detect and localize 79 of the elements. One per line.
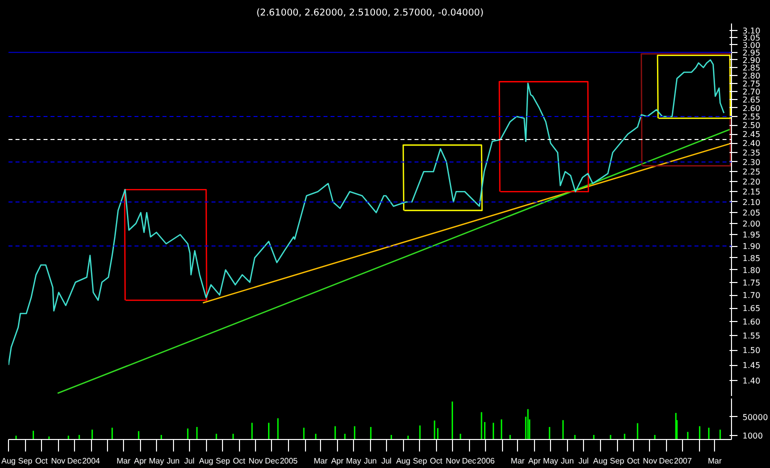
y-tick-label: 3.05 — [742, 34, 760, 43]
x-tick-label: Oct — [430, 456, 444, 466]
x-tick-label: Aug — [396, 456, 410, 466]
y-tick-label: 1.65 — [742, 304, 760, 314]
x-tick-label: Dec — [264, 456, 280, 466]
x-tick-label: Sep — [610, 456, 625, 466]
x-tick-label: Jun — [364, 456, 377, 466]
y-tick-label: 1.90 — [742, 242, 760, 252]
y-tick-label: 2.30 — [742, 158, 760, 167]
x-tick-label: Jul — [578, 456, 589, 466]
y-tick-label: 2.00 — [742, 219, 760, 228]
y-tick-label: 1.40 — [742, 376, 760, 386]
x-tick-label: Mar — [708, 456, 722, 466]
x-tick-label: Oct — [35, 456, 48, 466]
x-tick-label: Mar — [510, 456, 525, 466]
x-tick-label: Apr — [134, 456, 147, 466]
y-tick-label: 2.90 — [742, 56, 760, 65]
x-tick-label: Oct — [232, 456, 246, 466]
x-tick-label: 2007 — [674, 456, 692, 466]
x-tick-label: Aug — [199, 456, 214, 466]
y-tick-label: 1.75 — [742, 278, 760, 288]
x-tick-label: Apr — [331, 456, 344, 466]
y-tick-label: 2.20 — [742, 178, 760, 187]
line-series — [8, 59, 725, 366]
y-tick-label: 2.15 — [742, 188, 760, 197]
y-tick-label: 1.50 — [742, 346, 760, 356]
x-tick-label: Nov — [446, 456, 460, 466]
y-tick-label: 2.40 — [742, 139, 760, 148]
x-tick-label: 2004 — [82, 456, 101, 466]
text: 1000 — [742, 431, 763, 440]
y-tick-label: 1.95 — [742, 230, 760, 240]
y-tick-label: 2.60 — [742, 104, 760, 113]
x-tick-label: Nov — [51, 456, 66, 466]
y-tick-label: 2.55 — [742, 112, 760, 122]
y-tick-label: 1.70 — [742, 291, 760, 300]
x-tick-label: 2005 — [280, 456, 298, 466]
y-tick-label: 1.80 — [742, 266, 760, 275]
y-tick-label: 2.45 — [742, 130, 760, 140]
y-tick-label: 2.25 — [742, 168, 760, 177]
x-tick-label: Sep — [412, 456, 428, 466]
y-tick-label: 2.10 — [742, 198, 760, 207]
x-tick-label: Sep — [216, 456, 231, 466]
x-tick-label: Mar — [314, 456, 328, 466]
y-tick-label: 2.80 — [742, 71, 760, 80]
y-tick-label: 2.05 — [742, 208, 760, 218]
x-tick-label: Jul — [381, 456, 392, 466]
x-tick-label: Dec — [659, 456, 674, 466]
y-tick-label: 3.00 — [742, 40, 760, 50]
x-tick-label: Aug — [1, 456, 16, 466]
x-tick-label: Sep — [18, 456, 33, 466]
text: 50000 — [742, 412, 768, 422]
x-tick-label: Oct — [627, 456, 640, 466]
x-tick-label: 2006 — [476, 456, 496, 466]
chart-title: (2.61000, 2.62000, 2.51000, 2.57000, -0.04000) — [256, 8, 484, 18]
y-tick-label: 1.45 — [742, 361, 760, 370]
x-tick-label: Nov — [248, 456, 263, 466]
x-tick-label: May — [148, 456, 164, 466]
y-tick-label: 1.60 — [742, 318, 760, 327]
x-tick-label: Dec — [67, 456, 82, 466]
y-tick-label: 2.50 — [742, 121, 760, 130]
x-tick-label: Jun — [166, 456, 180, 466]
x-tick-label: Apr — [528, 456, 541, 466]
x-tick-label: May — [346, 456, 362, 466]
x-tick-label: May — [543, 456, 558, 466]
y-tick-label: 2.75 — [742, 79, 760, 88]
y-tick-label: 3.10 — [742, 26, 760, 36]
y-tick-label: 1.85 — [742, 254, 760, 263]
x-tick-label: Aug — [593, 456, 608, 466]
x-tick-label: Jul — [184, 456, 195, 466]
y-tick-label: 2.95 — [742, 48, 760, 58]
y-tick-label: 2.65 — [742, 96, 760, 105]
x-tick-label: Nov — [642, 456, 658, 466]
x-tick-label: Jun — [560, 456, 574, 466]
y-tick-label: 2.85 — [742, 64, 760, 73]
x-tick-label: Dec — [462, 456, 476, 466]
x-tick-label: Mar — [116, 456, 131, 466]
y-tick-label: 2.35 — [742, 148, 760, 158]
y-tick-label: 2.70 — [742, 87, 760, 96]
y-tick-label: 1.55 — [742, 332, 760, 341]
